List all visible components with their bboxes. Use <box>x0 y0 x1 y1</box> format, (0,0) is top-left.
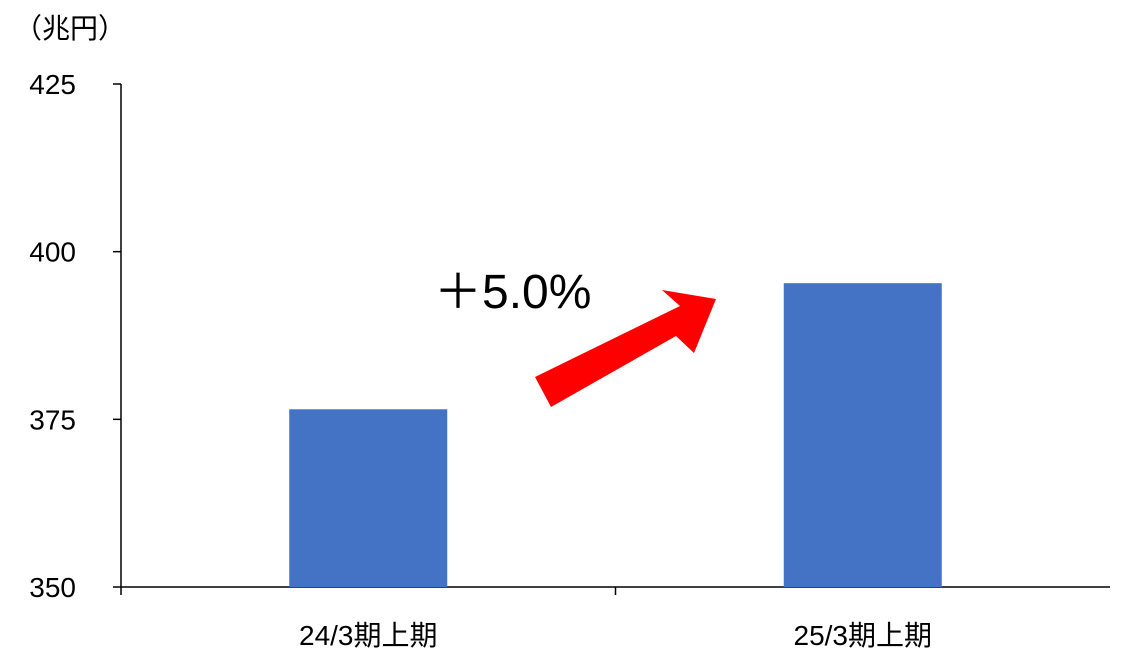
bar <box>289 409 448 587</box>
y-tick-label: 425 <box>29 69 76 100</box>
bar <box>783 283 942 587</box>
axes <box>113 83 1110 595</box>
x-tick-label: 24/3期上期 <box>299 620 438 651</box>
x-tick-label: 25/3期上期 <box>794 620 933 651</box>
growth-percent-label: ＋5.0% <box>434 266 591 319</box>
y-unit-label: （兆円） <box>14 13 126 44</box>
annotation: ＋5.0% <box>434 266 716 407</box>
y-tick-label: 400 <box>29 237 76 268</box>
y-tick-label: 350 <box>29 572 76 603</box>
bars <box>289 283 942 587</box>
y-tick-label: 375 <box>29 404 76 435</box>
labels: 350 375 400 425 24/3期上期 25/3期上期 <box>29 69 932 651</box>
growth-arrow-icon <box>535 290 716 407</box>
